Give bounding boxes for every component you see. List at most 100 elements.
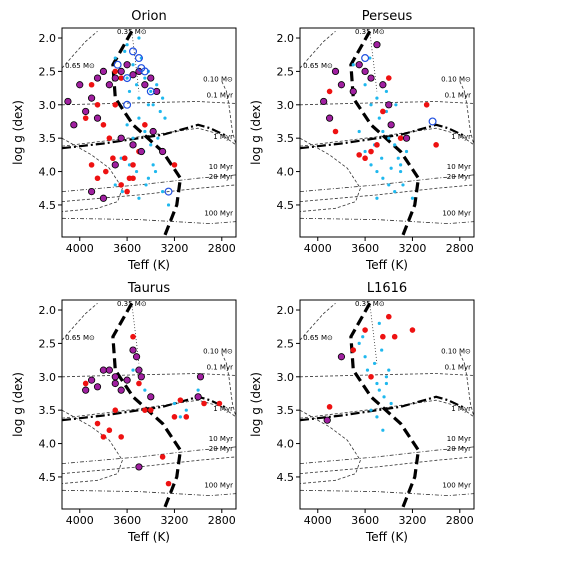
data-point — [117, 134, 125, 142]
plot-area — [62, 30, 236, 236]
data-point — [121, 155, 128, 162]
data-point — [402, 134, 411, 142]
data-point — [377, 321, 381, 325]
data-point — [94, 101, 101, 108]
x-tick-label: 4000 — [66, 242, 94, 255]
y-tick-label: 4.5 — [277, 471, 295, 484]
y-tick-label: 3.5 — [39, 132, 57, 145]
curve-label: 10 Myr — [447, 163, 471, 171]
data-point — [216, 400, 223, 407]
data-point — [87, 94, 96, 102]
y-tick-label: 3.5 — [277, 132, 295, 145]
data-point — [132, 353, 141, 361]
data-point — [159, 454, 166, 460]
data-point — [144, 183, 148, 187]
model-curve — [62, 101, 236, 106]
data-point — [381, 129, 385, 134]
axes-frame — [61, 27, 237, 238]
data-point — [129, 47, 138, 56]
data-point — [151, 103, 155, 107]
data-point — [166, 203, 171, 207]
curve-label: 0.35 M⊙ — [117, 28, 147, 36]
y-tick-label: 3.0 — [277, 99, 295, 112]
data-point — [117, 67, 125, 76]
data-point — [377, 388, 381, 392]
data-point — [124, 188, 130, 195]
data-point — [141, 81, 149, 89]
data-point — [363, 149, 367, 154]
model-curve — [369, 303, 378, 364]
x-tick-label: 3200 — [160, 514, 188, 527]
data-point — [428, 117, 437, 126]
curve-label: 0.10 M⊙ — [203, 347, 233, 355]
data-point — [355, 61, 363, 69]
data-point — [380, 333, 386, 340]
model-curve — [300, 174, 474, 192]
y-tick-label: 2.5 — [39, 65, 57, 78]
data-point — [393, 189, 397, 194]
y-tick-label: 2.0 — [39, 304, 57, 317]
data-point — [385, 101, 393, 109]
y-tick-label: 3.0 — [277, 371, 295, 384]
data-point — [125, 123, 129, 127]
data-point — [129, 71, 137, 79]
data-point — [105, 81, 113, 89]
data-point — [119, 156, 123, 160]
data-point — [70, 121, 78, 129]
model-curve — [62, 456, 236, 474]
data-point — [384, 89, 389, 94]
data-point — [385, 75, 392, 81]
data-point — [142, 122, 148, 128]
model-curve — [300, 373, 474, 378]
data-point — [382, 395, 386, 399]
data-point — [117, 386, 125, 394]
curve-label: 0.10 M⊙ — [441, 75, 471, 83]
x-tick-label: 2800 — [208, 514, 236, 527]
data-point — [88, 81, 95, 88]
data-point — [143, 388, 147, 392]
data-point — [161, 96, 165, 100]
data-point — [357, 129, 361, 134]
data-point — [368, 373, 374, 380]
data-point — [394, 103, 398, 107]
data-point — [363, 355, 367, 359]
data-point — [135, 463, 143, 471]
model-curve — [62, 446, 236, 464]
data-point — [156, 136, 160, 140]
model-curve — [62, 395, 225, 422]
plot-area — [62, 302, 236, 508]
data-point — [158, 109, 162, 114]
data-point — [134, 54, 143, 63]
curve-label: 0.35 M⊙ — [117, 300, 147, 308]
data-point — [137, 96, 141, 100]
data-point — [151, 163, 155, 167]
data-point — [106, 427, 113, 434]
data-point — [123, 376, 131, 384]
data-point — [372, 361, 377, 366]
data-point — [357, 341, 361, 346]
data-point — [361, 54, 370, 63]
y-tick-label: 3.0 — [39, 99, 57, 112]
data-point — [356, 152, 362, 158]
model-curve — [111, 302, 183, 508]
data-point — [137, 116, 141, 120]
data-point — [111, 161, 119, 169]
data-point — [409, 327, 416, 333]
curve-label: 1 Myr — [213, 133, 233, 141]
data-point — [401, 183, 405, 187]
y-tick-label: 4.0 — [277, 166, 295, 179]
y-tick-label: 4.0 — [39, 166, 57, 179]
y-axis-label: log g (dex) — [11, 372, 25, 437]
curve-label: 100 Myr — [204, 482, 233, 490]
curve-label: 20 Myr — [209, 173, 233, 181]
data-point — [171, 414, 178, 420]
data-point — [201, 400, 207, 407]
data-point — [112, 101, 119, 108]
x-tick-label: 2800 — [446, 514, 474, 527]
data-point — [93, 74, 102, 82]
data-point — [196, 388, 200, 392]
x-tick-label: 4000 — [304, 242, 332, 255]
chart-title: Perseus — [362, 9, 413, 24]
chart-title: Taurus — [127, 281, 171, 296]
data-point — [118, 75, 124, 81]
